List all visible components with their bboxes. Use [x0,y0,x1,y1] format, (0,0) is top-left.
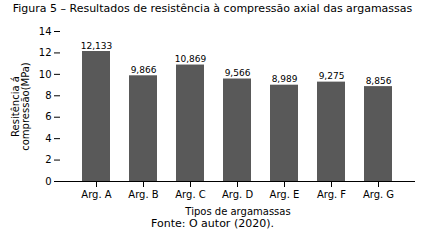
svg-text:Arg. F: Arg. F [317,189,346,200]
svg-text:12,133: 12,133 [81,41,113,51]
svg-text:Arg. C: Arg. C [175,189,205,200]
svg-text:Arg. G: Arg. G [363,189,394,200]
svg-text:Tipos de argamassas: Tipos de argamassas [184,206,290,217]
svg-text:Resitência ácompressão(MPa): Resitência ácompressão(MPa) [10,62,31,151]
svg-text:6: 6 [45,111,51,122]
html-text:Fonte: O autor (2020).: Fonte: O autor (2020). [151,217,274,230]
svg-text:10: 10 [39,69,52,80]
svg-text:8,989: 8,989 [272,74,298,84]
svg-text:Arg. D: Arg. D [222,189,253,200]
svg-text:Arg. E: Arg. E [270,189,300,200]
svg-text:Arg. B: Arg. B [128,189,158,200]
svg-text:8: 8 [45,90,51,101]
svg-text:9,866: 9,866 [131,65,157,75]
svg-text:9,275: 9,275 [319,71,345,81]
svg-text:8,856: 8,856 [366,76,392,86]
svg-text:12: 12 [39,47,52,58]
html-text:Figura 5 – Resultados de resis: Figura 5 – Resultados de resistência à c… [12,2,413,15]
svg-text:10,869: 10,869 [175,54,207,64]
svg-text:9,566: 9,566 [225,68,251,78]
svg-text:2: 2 [45,154,51,165]
svg-text:4: 4 [45,133,51,144]
svg-text:0: 0 [45,176,51,187]
svg-text:Arg. A: Arg. A [81,189,111,200]
svg-text:14: 14 [39,26,52,37]
